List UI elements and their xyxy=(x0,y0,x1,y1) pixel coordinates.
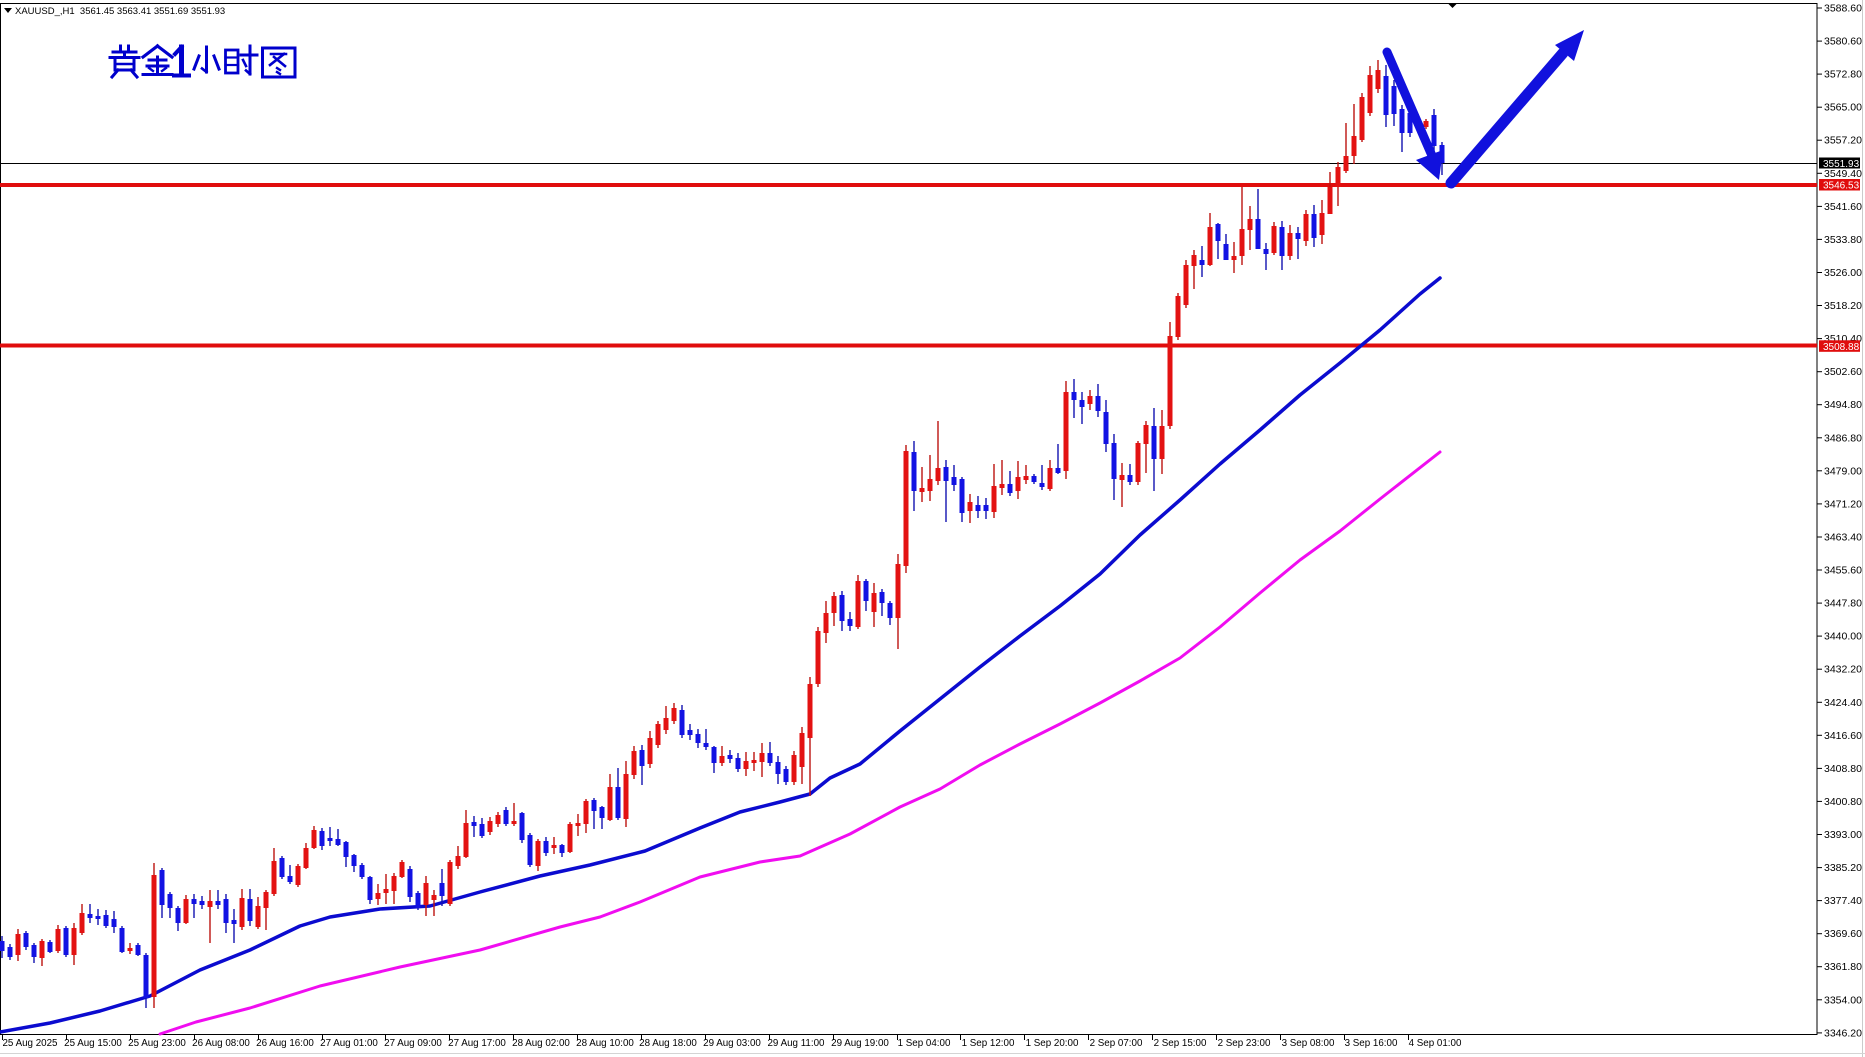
svg-text:28 Aug 18:00: 28 Aug 18:00 xyxy=(639,1038,697,1049)
svg-text:3455.60: 3455.60 xyxy=(1824,565,1862,577)
svg-text:1 Sep 04:00: 1 Sep 04:00 xyxy=(898,1038,951,1049)
svg-text:4 Sep 01:00: 4 Sep 01:00 xyxy=(1409,1038,1462,1049)
svg-text:3432.20: 3432.20 xyxy=(1824,664,1862,676)
svg-text:XAUUSD_,H1 3561.45 3563.41 35: XAUUSD_,H1 3561.45 3563.41 3551.69 3551.… xyxy=(15,6,225,17)
svg-text:3541.60: 3541.60 xyxy=(1824,201,1862,213)
svg-text:25 Aug 2025: 25 Aug 2025 xyxy=(2,1038,58,1049)
svg-text:2 Sep 15:00: 2 Sep 15:00 xyxy=(1154,1038,1207,1049)
svg-text:3479.00: 3479.00 xyxy=(1824,465,1862,477)
svg-text:3400.80: 3400.80 xyxy=(1824,796,1862,808)
svg-text:3424.40: 3424.40 xyxy=(1824,697,1862,709)
svg-text:3572.80: 3572.80 xyxy=(1824,69,1862,81)
svg-text:3526.00: 3526.00 xyxy=(1824,267,1862,279)
svg-text:27 Aug 09:00: 27 Aug 09:00 xyxy=(384,1038,442,1049)
svg-text:28 Aug 02:00: 28 Aug 02:00 xyxy=(512,1038,570,1049)
svg-text:1 Sep 12:00: 1 Sep 12:00 xyxy=(962,1038,1015,1049)
svg-text:29 Aug 11:00: 29 Aug 11:00 xyxy=(767,1038,825,1049)
svg-text:3549.40: 3549.40 xyxy=(1824,168,1862,180)
svg-text:2 Sep 07:00: 2 Sep 07:00 xyxy=(1090,1038,1143,1049)
svg-text:3 Sep 08:00: 3 Sep 08:00 xyxy=(1282,1038,1335,1049)
svg-text:3471.20: 3471.20 xyxy=(1824,498,1862,510)
svg-text:3580.60: 3580.60 xyxy=(1824,36,1862,48)
svg-text:3393.00: 3393.00 xyxy=(1824,829,1862,841)
svg-text:3588.60: 3588.60 xyxy=(1824,3,1862,15)
svg-text:3408.80: 3408.80 xyxy=(1824,763,1862,775)
svg-text:3557.20: 3557.20 xyxy=(1824,135,1862,147)
svg-text:3416.60: 3416.60 xyxy=(1824,730,1862,742)
svg-text:27 Aug 01:00: 27 Aug 01:00 xyxy=(320,1038,378,1049)
svg-text:26 Aug 08:00: 26 Aug 08:00 xyxy=(192,1038,250,1049)
svg-text:3369.60: 3369.60 xyxy=(1824,928,1862,940)
svg-text:3486.80: 3486.80 xyxy=(1824,432,1862,444)
svg-text:2 Sep 23:00: 2 Sep 23:00 xyxy=(1218,1038,1271,1049)
svg-text:3546.53: 3546.53 xyxy=(1823,181,1860,192)
svg-text:3354.00: 3354.00 xyxy=(1824,994,1862,1006)
svg-text:29 Aug 03:00: 29 Aug 03:00 xyxy=(703,1038,761,1049)
svg-text:3565.00: 3565.00 xyxy=(1824,102,1862,114)
svg-text:3377.40: 3377.40 xyxy=(1824,895,1862,907)
svg-text:3502.60: 3502.60 xyxy=(1824,366,1862,378)
svg-text:3494.80: 3494.80 xyxy=(1824,399,1862,411)
svg-text:3447.80: 3447.80 xyxy=(1824,598,1862,610)
svg-text:3361.80: 3361.80 xyxy=(1824,961,1862,973)
svg-text:3440.00: 3440.00 xyxy=(1824,631,1862,643)
svg-text:1 Sep 20:00: 1 Sep 20:00 xyxy=(1026,1038,1079,1049)
svg-text:3346.20: 3346.20 xyxy=(1824,1027,1862,1039)
svg-text:3508.88: 3508.88 xyxy=(1823,342,1860,353)
svg-text:3551.93: 3551.93 xyxy=(1823,159,1860,170)
svg-text:3 Sep 16:00: 3 Sep 16:00 xyxy=(1345,1038,1398,1049)
svg-text:25 Aug 15:00: 25 Aug 15:00 xyxy=(64,1038,122,1049)
svg-text:3385.20: 3385.20 xyxy=(1824,862,1862,874)
svg-text:29 Aug 19:00: 29 Aug 19:00 xyxy=(831,1038,889,1049)
svg-text:3463.40: 3463.40 xyxy=(1824,532,1862,544)
svg-text:28 Aug 10:00: 28 Aug 10:00 xyxy=(576,1038,634,1049)
svg-text:25 Aug 23:00: 25 Aug 23:00 xyxy=(128,1038,186,1049)
svg-text:3533.80: 3533.80 xyxy=(1824,234,1862,246)
svg-text:3518.20: 3518.20 xyxy=(1824,300,1862,312)
svg-text:26 Aug 16:00: 26 Aug 16:00 xyxy=(256,1038,314,1049)
svg-text:27 Aug 17:00: 27 Aug 17:00 xyxy=(448,1038,506,1049)
